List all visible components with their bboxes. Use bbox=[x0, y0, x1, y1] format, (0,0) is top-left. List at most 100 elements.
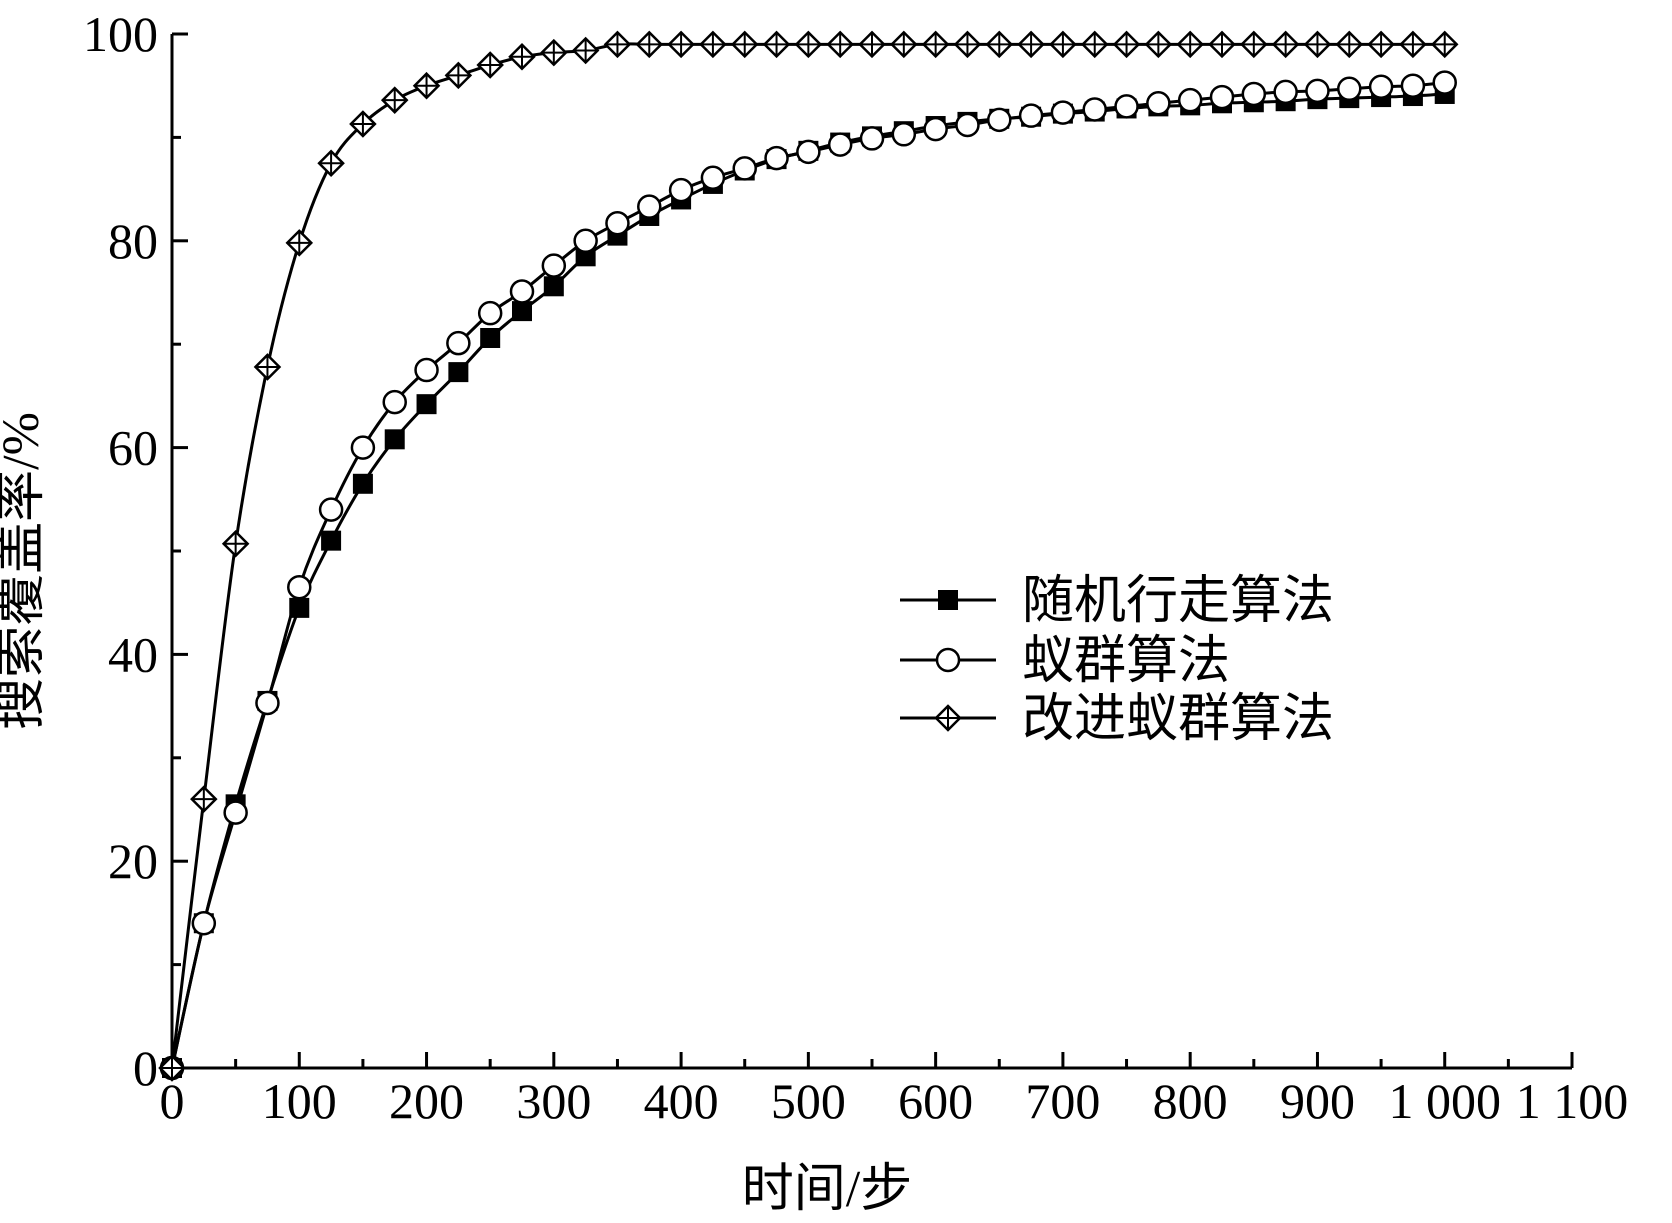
data-point-ant-colony bbox=[541, 253, 567, 278]
data-point-ant-colony bbox=[414, 357, 439, 383]
data-point-ant-colony bbox=[318, 497, 344, 522]
data-point-ant-colony bbox=[796, 139, 821, 165]
x-tick-label: 1 100 bbox=[1516, 1073, 1629, 1129]
legend-label: 蚁群算法 bbox=[1022, 633, 1230, 690]
data-point-improved-ant-colony bbox=[1049, 30, 1077, 59]
x-tick-label: 600 bbox=[898, 1073, 973, 1129]
data-point-ant-colony bbox=[700, 165, 726, 190]
data-point-ant-colony bbox=[1114, 94, 1139, 119]
data-point-improved-ant-colony bbox=[317, 149, 345, 178]
data-point-improved-ant-colony bbox=[285, 229, 314, 257]
legend-marker bbox=[938, 590, 958, 610]
data-point-improved-ant-colony bbox=[1144, 30, 1173, 59]
data-point-ant-colony bbox=[605, 210, 630, 236]
data-point-ant-colony bbox=[827, 132, 853, 157]
data-point-improved-ant-colony bbox=[1430, 30, 1459, 59]
x-tick-label: 200 bbox=[389, 1073, 464, 1129]
series-line-improved-ant-colony bbox=[170, 42, 1445, 1069]
data-point-improved-ant-colony bbox=[158, 1054, 186, 1082]
x-tick-label: 800 bbox=[1153, 1073, 1228, 1129]
x-tick-label: 700 bbox=[1025, 1073, 1100, 1129]
data-point-improved-ant-colony bbox=[571, 36, 600, 65]
data-point-ant-colony bbox=[1082, 97, 1107, 122]
data-point-ant-colony bbox=[1050, 100, 1076, 125]
data-point-improved-ant-colony bbox=[699, 30, 727, 59]
data-point-ant-colony bbox=[987, 107, 1012, 133]
data-point-random-walk bbox=[448, 362, 469, 383]
data-point-ant-colony bbox=[573, 228, 598, 254]
data-point-ant-colony bbox=[955, 112, 980, 138]
data-point-improved-ant-colony bbox=[794, 30, 823, 59]
y-tick-label: 60 bbox=[108, 420, 158, 476]
data-point-improved-ant-colony bbox=[730, 30, 759, 59]
y-tick-label: 20 bbox=[108, 833, 158, 889]
data-point-improved-ant-colony bbox=[826, 30, 854, 59]
tick-marks bbox=[170, 32, 1574, 1070]
series-markers-ant-colony bbox=[159, 70, 1457, 1081]
series-markers bbox=[158, 30, 1459, 1082]
data-point-improved-ant-colony bbox=[1208, 30, 1236, 59]
x-tick-label: 0 bbox=[160, 1073, 185, 1129]
data-point-ant-colony bbox=[732, 156, 757, 181]
axes bbox=[170, 34, 1572, 1070]
data-point-improved-ant-colony bbox=[1080, 30, 1109, 59]
tick-labels: 0 100 200 300 400 500 600 700 800 900 1 000 1 10002… bbox=[83, 6, 1628, 1129]
x-tick-label: 100 bbox=[262, 1073, 337, 1129]
data-point-improved-ant-colony bbox=[1017, 30, 1045, 59]
data-point-improved-ant-colony bbox=[635, 30, 664, 59]
data-point-improved-ant-colony bbox=[412, 71, 441, 100]
data-point-improved-ant-colony bbox=[1240, 30, 1268, 59]
data-point-ant-colony bbox=[509, 279, 535, 304]
data-point-improved-ant-colony bbox=[1399, 30, 1427, 59]
legend-label: 改进蚁群算法 bbox=[1022, 691, 1334, 748]
x-tick-label: 300 bbox=[516, 1073, 591, 1129]
data-point-ant-colony bbox=[668, 177, 694, 203]
data-point-ant-colony bbox=[1305, 78, 1330, 104]
x-axis-title: 时间/步 bbox=[742, 1161, 912, 1218]
data-point-improved-ant-colony bbox=[762, 30, 791, 59]
data-point-ant-colony bbox=[382, 389, 407, 415]
data-point-improved-ant-colony bbox=[1271, 30, 1300, 59]
legend-marker bbox=[934, 704, 962, 732]
legend-item-ant-colony: 蚁群算法 bbox=[900, 633, 1230, 690]
data-point-random-walk bbox=[289, 597, 310, 618]
data-point-improved-ant-colony bbox=[921, 30, 950, 59]
data-point-ant-colony bbox=[891, 122, 917, 147]
x-tick-label: 500 bbox=[771, 1073, 846, 1129]
data-point-ant-colony bbox=[637, 194, 662, 219]
data-point-improved-ant-colony bbox=[603, 30, 632, 59]
data-point-ant-colony bbox=[1337, 76, 1362, 102]
data-point-random-walk bbox=[384, 429, 405, 450]
legend-marker bbox=[935, 647, 961, 673]
data-point-ant-colony bbox=[223, 800, 248, 825]
data-point-random-walk bbox=[512, 301, 532, 322]
data-point-ant-colony bbox=[1209, 84, 1235, 110]
data-point-improved-ant-colony bbox=[858, 30, 886, 59]
data-point-improved-ant-colony bbox=[953, 30, 982, 59]
data-point-ant-colony bbox=[764, 145, 789, 171]
y-axis-title: 搜索覆盖率/% bbox=[0, 412, 50, 730]
legend-label: 随机行走算法 bbox=[1022, 573, 1334, 630]
data-point-improved-ant-colony bbox=[190, 785, 218, 813]
data-point-improved-ant-colony bbox=[380, 86, 409, 114]
data-point-ant-colony bbox=[446, 330, 471, 356]
data-point-random-walk bbox=[321, 530, 342, 551]
data-point-random-walk bbox=[543, 276, 564, 297]
data-point-ant-colony bbox=[1018, 103, 1044, 128]
data-point-improved-ant-colony bbox=[667, 30, 695, 59]
y-tick-label: 80 bbox=[108, 213, 158, 269]
data-point-ant-colony bbox=[477, 300, 503, 326]
data-point-random-walk bbox=[352, 473, 373, 494]
data-point-improved-ant-colony bbox=[540, 38, 568, 67]
data-point-ant-colony bbox=[1273, 79, 1298, 105]
legend-item-random-walk: 随机行走算法 bbox=[900, 573, 1334, 630]
data-point-ant-colony bbox=[1400, 73, 1426, 98]
data-point-improved-ant-colony bbox=[508, 42, 536, 71]
data-point-improved-ant-colony bbox=[349, 110, 377, 138]
x-tick-label: 1 000 bbox=[1388, 1073, 1501, 1129]
data-point-improved-ant-colony bbox=[1176, 30, 1204, 59]
x-tick-label: 400 bbox=[644, 1073, 719, 1129]
data-point-improved-ant-colony bbox=[985, 30, 1014, 59]
data-point-random-walk bbox=[416, 394, 437, 415]
